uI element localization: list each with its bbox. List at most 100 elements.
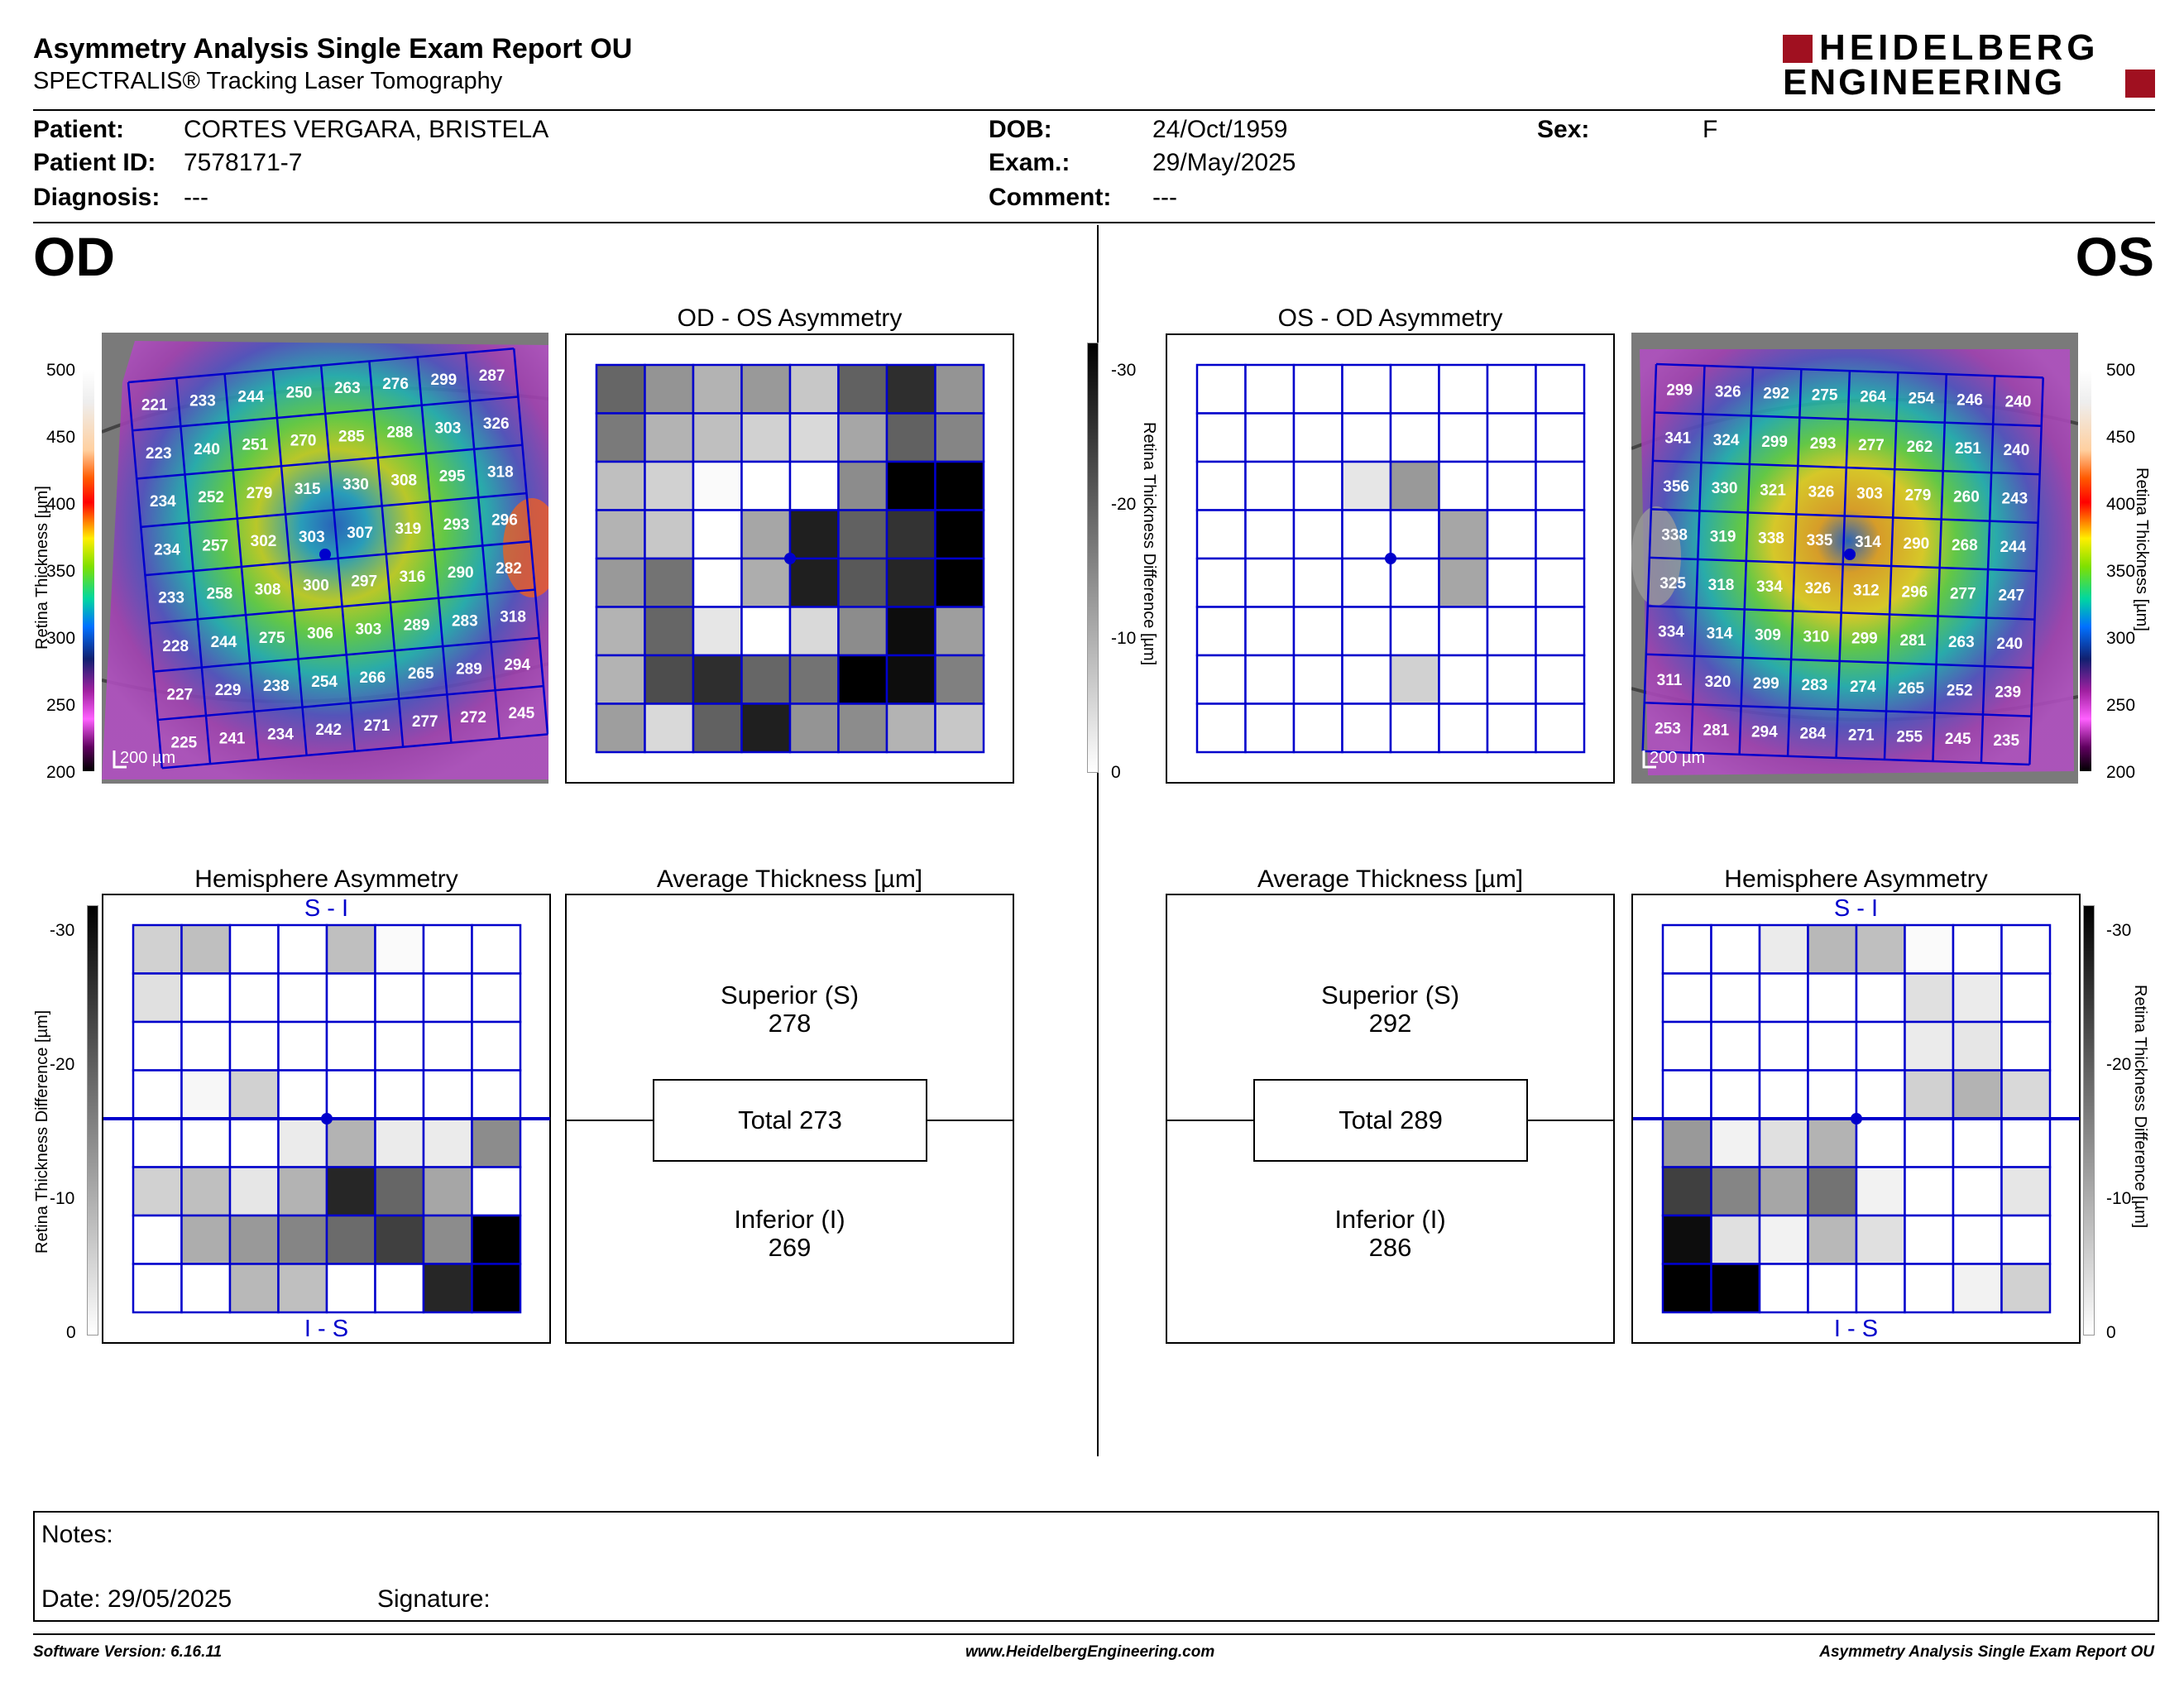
thickness-value: 274 [1850,679,1876,696]
thickness-value: 251 [1955,440,1981,458]
odAsymSvg-cell-2-2 [692,460,743,511]
osHemiSvg-cell-6-7 [2000,1214,2052,1265]
thickness-value: 271 [364,717,390,735]
thickness-value: 338 [1661,527,1688,544]
osHemiSvg-cell-2-5 [1904,1020,1955,1072]
osAsymSvg-cell-3-4 [1389,509,1440,560]
osHemiSvg-cell-6-6 [1952,1214,2003,1265]
thickness-value: 250 [286,384,313,401]
odAsymSvg-cell-4-2 [692,557,743,608]
diff-scale-top [1087,343,1099,773]
odHemiSvg-cell-7-1 [180,1263,232,1314]
odAsymSvg-cell-0-5 [837,363,888,415]
thickness-value: 240 [194,441,220,458]
thickness-value: 320 [1705,674,1731,691]
od-os-asym-title: OD - OS Asymmetry [677,305,903,332]
website-link[interactable]: www.HeidelbergEngineering.com [965,1643,1215,1661]
osAsymSvg-cell-5-6 [1486,606,1537,657]
os-hemi-top-label: S - I [1833,895,1879,922]
osHemiSvg-cell-0-7 [2000,923,2052,975]
thickness-value: 311 [1657,672,1683,689]
odAsymSvg-cell-2-0 [595,460,646,511]
diff-tick-20-top: -20 [1111,495,1137,514]
osAsymSvg-cell-5-1 [1244,606,1296,657]
osAsymSvg-cell-5-0 [1195,606,1247,657]
osHemiSvg-cell-7-5 [1904,1263,1955,1314]
osHemiSvg-cell-7-2 [1758,1263,1809,1314]
odAsymSvg-cell-6-6 [885,654,936,705]
odHemiSvg-cell-1-6 [422,972,473,1024]
thickness-value: 341 [1664,430,1691,448]
odAsymSvg-cell-0-3 [740,363,792,415]
os-tick-500: 500 [2106,361,2136,380]
osAsymSvg-cell-7-1 [1244,703,1296,754]
os-hemi-bottom-label: I - S [1833,1316,1879,1342]
osHemiSvg-cell-5-4 [1855,1166,1906,1217]
odHemiSvg-cell-1-1 [180,972,232,1024]
odHemiSvg-cell-3-4 [325,1069,376,1120]
osHemiSvg-cell-5-1 [1710,1166,1761,1217]
thickness-value: 335 [1807,532,1833,549]
odAsymSvg-cell-5-4 [788,606,840,657]
odHemiSvg-cell-5-5 [374,1166,425,1217]
osHemiSvg-cell-7-1 [1710,1263,1761,1314]
odAsymSvg-cell-4-7 [934,557,985,608]
od-hemi-tick-0: 0 [66,1323,76,1342]
odHemiSvg-cell-0-0 [132,923,183,975]
osHemiSvg-cell-3-1 [1710,1069,1761,1120]
dob: 24/Oct/1959 [1152,116,1288,143]
diff-tick-0-top: 0 [1111,763,1121,782]
odAsymSvg-cell-0-7 [934,363,985,415]
software-version: Software Version: 6.16.11 [33,1643,223,1661]
osHemiSvg-cell-4-5 [1904,1117,1955,1168]
thickness-value: 264 [1860,388,1886,405]
osHemiSvg-cell-3-5 [1904,1069,1955,1120]
thickness-value: 251 [242,437,268,454]
osHemiSvg-cell-5-6 [1952,1166,2003,1217]
odHemiSvg-cell-2-6 [422,1020,473,1072]
thickness-value: 240 [2005,394,2032,411]
odAsymSvg-cell-2-5 [837,460,888,511]
thickness-value: 238 [263,678,290,695]
odHemiSvg-cell-1-2 [228,972,280,1024]
osHemiSvg-cell-1-2 [1758,972,1809,1024]
od-superior-label: Superior (S) [720,981,860,1009]
odAsymSvg-cell-3-7 [934,509,985,560]
os-hemi-tick-20: -20 [2106,1055,2132,1074]
osAsymSvg-cell-6-3 [1341,654,1392,705]
thickness-value: 321 [1760,482,1786,499]
thickness-value: 295 [439,468,466,486]
odHemiSvg-cell-5-0 [132,1166,183,1217]
od-hemi-tick-10: -10 [50,1189,75,1208]
osAsymSvg-cell-4-7 [1535,557,1586,608]
thickness-value: 235 [1993,732,2019,750]
thickness-value: 283 [1802,677,1828,694]
osAsymSvg-cell-4-2 [1292,557,1343,608]
thickness-value: 296 [491,512,518,530]
osHemiSvg-cell-6-2 [1758,1214,1809,1265]
thickness-value: 318 [487,463,514,481]
osAsymSvg-cell-0-2 [1292,363,1343,415]
osAsymSvg-cell-0-4 [1389,363,1440,415]
thickness-value: 300 [303,577,329,594]
diagnosis: --- [184,184,208,211]
odAsymSvg-cell-4-6 [885,557,936,608]
thickness-value: 296 [1902,583,1928,601]
os-hemi-tick-10: -10 [2106,1189,2132,1208]
notes-box[interactable]: Notes: Date: 29/05/2025 Signature: [33,1511,2159,1622]
odHemiSvg-cell-5-7 [471,1166,522,1217]
odAsymSvg-cell-6-0 [595,654,646,705]
od-hemi-tick-30: -30 [50,921,75,940]
osHemiSvg-cell-4-6 [1952,1117,2003,1168]
thickness-value: 310 [1803,629,1830,646]
odHemiSvg-cell-5-4 [325,1166,376,1217]
od-tick-300: 300 [46,629,76,648]
osHemiSvg-cell-7-7 [2000,1263,2052,1314]
odHemiSvg-cell-6-7 [471,1214,522,1265]
odHemiSvg-cell-3-0 [132,1069,183,1120]
thickness-value: 330 [1712,480,1738,497]
thickness-value: 302 [251,533,277,550]
osHemiSvg-cell-5-7 [2000,1166,2052,1217]
osHemiSvg-cell-3-3 [1807,1069,1858,1120]
thickness-value: 265 [408,665,434,683]
